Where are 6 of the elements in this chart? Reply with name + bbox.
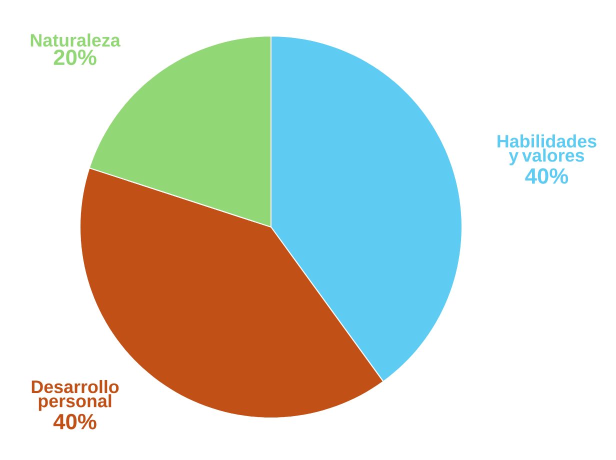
data-label: 20% — [54, 50, 96, 66]
data-label: 40% — [525, 168, 568, 184]
slice-label: Naturaleza — [30, 33, 120, 47]
data-label: 40% — [53, 414, 96, 430]
slice-label: Desarrollo personal — [32, 380, 119, 411]
slice-label: Habilidades y valores — [498, 134, 596, 166]
